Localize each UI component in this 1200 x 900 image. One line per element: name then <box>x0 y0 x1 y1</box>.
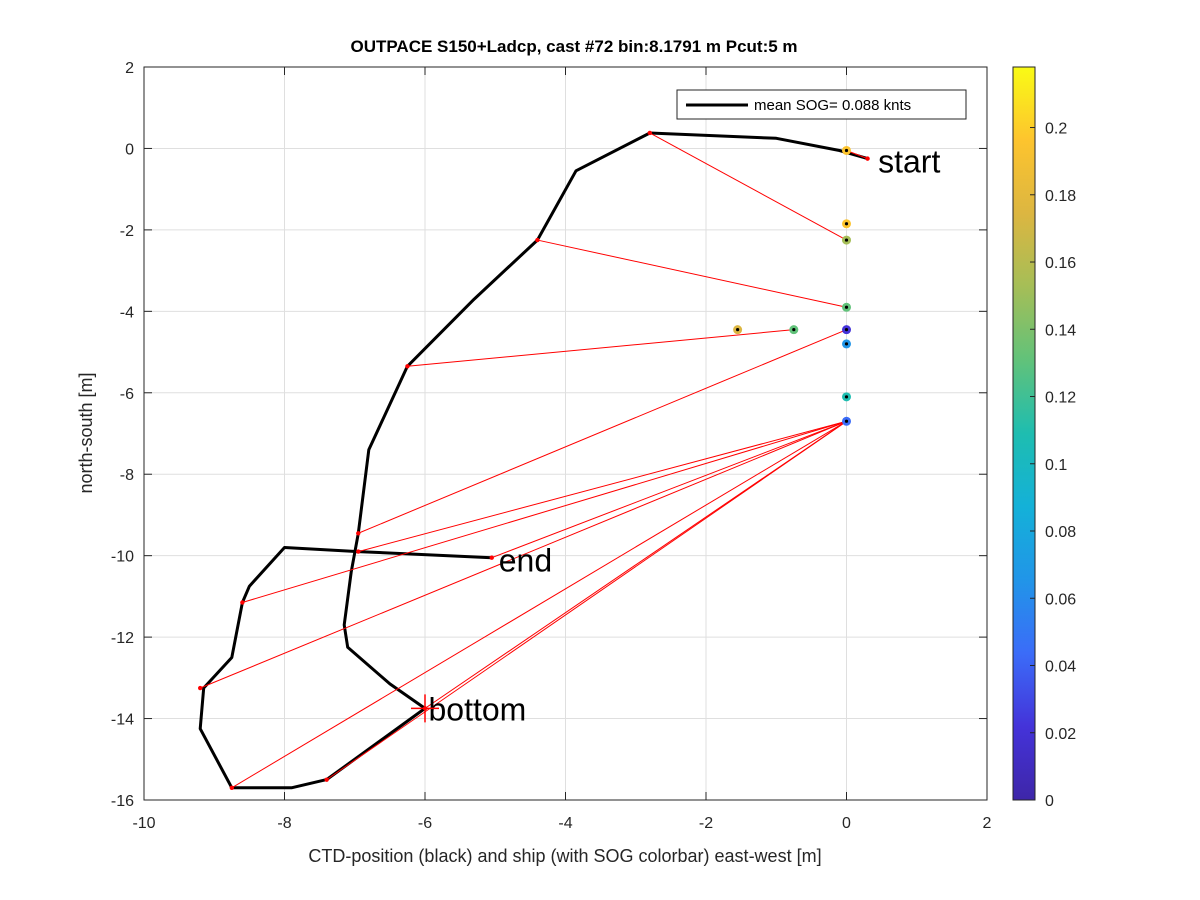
grid <box>144 67 987 800</box>
y-tick-label: -14 <box>111 712 134 729</box>
colorbar-tick-label: 0.2 <box>1045 121 1067 138</box>
colorbar-tick-label: 0.16 <box>1045 255 1076 272</box>
legend: mean SOG= 0.088 knts <box>676 89 967 120</box>
y-tick-label: -10 <box>111 549 134 566</box>
colorbar-tick-label: 0.12 <box>1045 390 1076 407</box>
x-tick-label: 0 <box>842 815 851 832</box>
ctd-track-line <box>198 131 869 790</box>
connector-line <box>358 329 847 534</box>
ship-position-center <box>844 305 849 309</box>
track-sample-marker <box>647 130 652 136</box>
x-tick-label: -8 <box>277 815 291 832</box>
connector-line <box>537 239 847 308</box>
x-tick-label: 2 <box>983 815 992 832</box>
ship-position-center <box>736 328 740 332</box>
annotation-end: end <box>499 543 552 579</box>
x-tick-label: -4 <box>558 815 572 832</box>
ship-position-center <box>844 419 849 423</box>
x-axis-label: CTD-position (black) and ship (with SOG … <box>308 846 821 866</box>
colorbar-gradient <box>1012 66 1036 801</box>
x-tick-label: -10 <box>132 815 155 832</box>
connector-line <box>424 420 847 709</box>
connector-line <box>491 420 847 559</box>
y-tick-label: 0 <box>125 141 134 158</box>
y-axis-label: north-south [m] <box>76 372 96 493</box>
y-tick-label: -2 <box>120 223 134 240</box>
sog-colorbar: 0 0.02 0.04 0.06 0.08 0.1 0.12 0.14 0.16 0.18 0.2 <box>1012 66 1076 810</box>
chart-title: OUTPACE S150+Ladcp, cast #72 bin:8.1791 … <box>350 37 797 56</box>
ship-position-center <box>844 222 849 226</box>
ship-position-center <box>844 328 849 332</box>
x-tick-label: -6 <box>418 815 432 832</box>
ship-position-center <box>844 148 849 153</box>
ship-position-center <box>844 238 849 242</box>
y-tick-labels: -16 -14 -12 -10 -8 -6 -4 -2 0 2 <box>111 60 987 810</box>
colorbar-tick-label: 0 <box>1045 793 1054 810</box>
legend-entry-label: mean SOG= 0.088 knts <box>754 97 911 114</box>
connector-line <box>231 420 847 789</box>
track-sample-marker <box>229 785 235 790</box>
ship-position-center <box>792 328 796 332</box>
y-tick-label: 2 <box>125 60 134 77</box>
annotation-layer: start end bottom <box>411 144 940 727</box>
track-sample-marker <box>535 237 540 243</box>
connector-line <box>649 132 847 241</box>
track-sample-marker <box>324 777 329 782</box>
x-tick-labels: -10 -8 -6 -4 -2 0 2 <box>132 67 992 832</box>
connector-line <box>242 420 847 603</box>
track-sample-marker <box>198 685 203 691</box>
colorbar-tick-label: 0.06 <box>1045 591 1076 608</box>
annotation-bottom: bottom <box>429 691 527 727</box>
connector-layer <box>200 132 868 789</box>
track-sample-marker <box>240 600 245 605</box>
colorbar-tick-label: 0.18 <box>1045 188 1076 205</box>
track-sample-marker <box>489 555 494 560</box>
ship-position-center <box>844 395 849 399</box>
track-sample-marker <box>405 364 410 369</box>
y-tick-label: -4 <box>120 304 134 321</box>
connector-line <box>200 420 847 689</box>
connector-line <box>358 420 847 553</box>
colorbar-tick-labels: 0 0.02 0.04 0.06 0.08 0.1 0.12 0.14 0.16 0.18 0.2 <box>1030 121 1076 810</box>
colorbar-tick-label: 0.04 <box>1045 659 1076 676</box>
colorbar-tick-label: 0.14 <box>1045 322 1076 339</box>
colorbar-tick-label: 0.08 <box>1045 524 1076 541</box>
colorbar-tick-label: 0.02 <box>1045 726 1076 743</box>
annotation-start: start <box>878 144 940 180</box>
connector-line <box>407 329 794 367</box>
y-tick-label: -8 <box>120 467 134 484</box>
ctd-track-layer <box>198 131 869 790</box>
y-tick-label: -12 <box>111 630 134 647</box>
ship-position-center <box>844 342 849 346</box>
y-tick-label: -16 <box>111 793 134 810</box>
track-sample-marker <box>356 549 361 554</box>
colorbar-tick-label: 0.1 <box>1045 457 1067 474</box>
x-tick-label: -2 <box>699 815 713 832</box>
track-sample-marker <box>356 531 361 536</box>
y-tick-label: -6 <box>120 386 134 403</box>
ship-position-layer <box>733 145 851 426</box>
connector-line <box>326 420 847 781</box>
track-sample-marker <box>865 156 870 161</box>
